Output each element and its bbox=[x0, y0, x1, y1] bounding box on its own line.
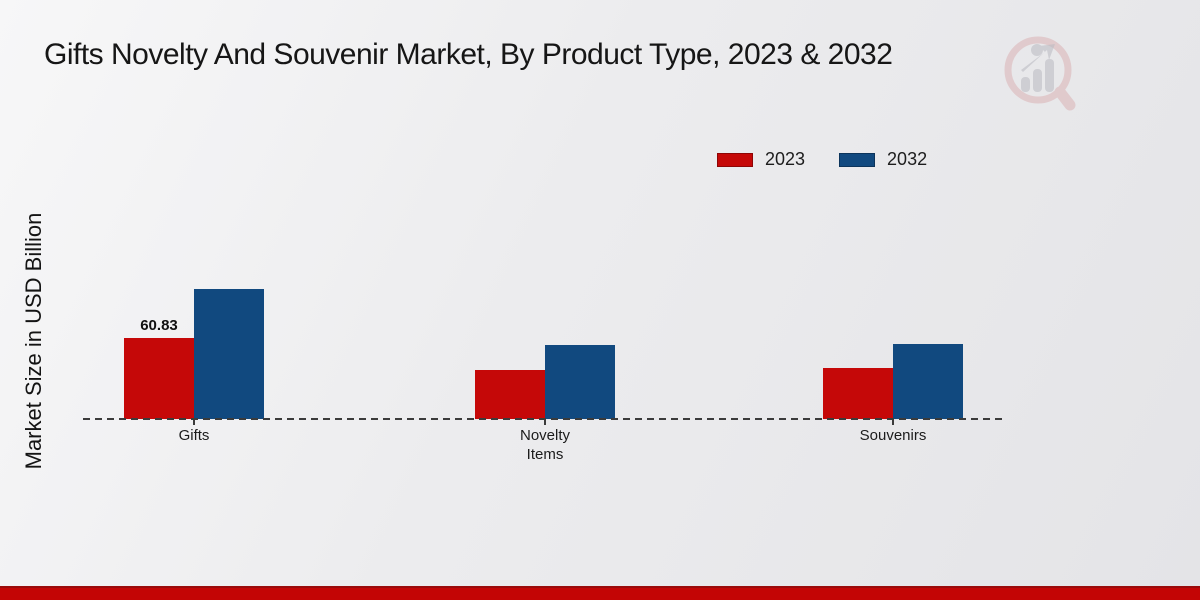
x-axis-label-souvenirs: Souvenirs bbox=[859, 427, 927, 444]
legend-swatch-2023 bbox=[717, 152, 753, 167]
x-axis-label-novelty-items: Novelty Items bbox=[519, 427, 571, 463]
bar-2023-gifts bbox=[124, 338, 194, 419]
bar-2023-novelty-items bbox=[475, 370, 545, 419]
legend-swatch-2032 bbox=[839, 152, 876, 167]
chart-baseline bbox=[83, 418, 1007, 420]
legend-label-2023: 2023 bbox=[765, 149, 806, 169]
bar-2032-novelty-items bbox=[545, 345, 615, 419]
bar-2032-gifts bbox=[194, 289, 264, 419]
page-title: Gifts Novelty And Souvenir Market, By Pr… bbox=[44, 38, 893, 71]
x-axis-tick-novelty-items bbox=[544, 420, 546, 425]
magnifier-bar-chart-logo-icon bbox=[1004, 36, 1076, 111]
legend: 2023 2032 bbox=[717, 149, 927, 170]
bar-value-label-gifts-2023: 60.83 bbox=[140, 317, 178, 334]
x-axis-label-gifts: Gifts bbox=[178, 427, 210, 444]
legend-item-2023: 2023 bbox=[717, 149, 805, 170]
x-axis-tick-souvenirs bbox=[892, 420, 894, 425]
legend-item-2032: 2032 bbox=[839, 149, 927, 170]
bar-2023-souvenirs bbox=[823, 368, 893, 419]
legend-label-2032: 2032 bbox=[887, 149, 928, 169]
footer-red-strip bbox=[0, 586, 1200, 600]
x-axis-tick-gifts bbox=[193, 420, 195, 425]
bar-2032-souvenirs bbox=[893, 344, 963, 419]
